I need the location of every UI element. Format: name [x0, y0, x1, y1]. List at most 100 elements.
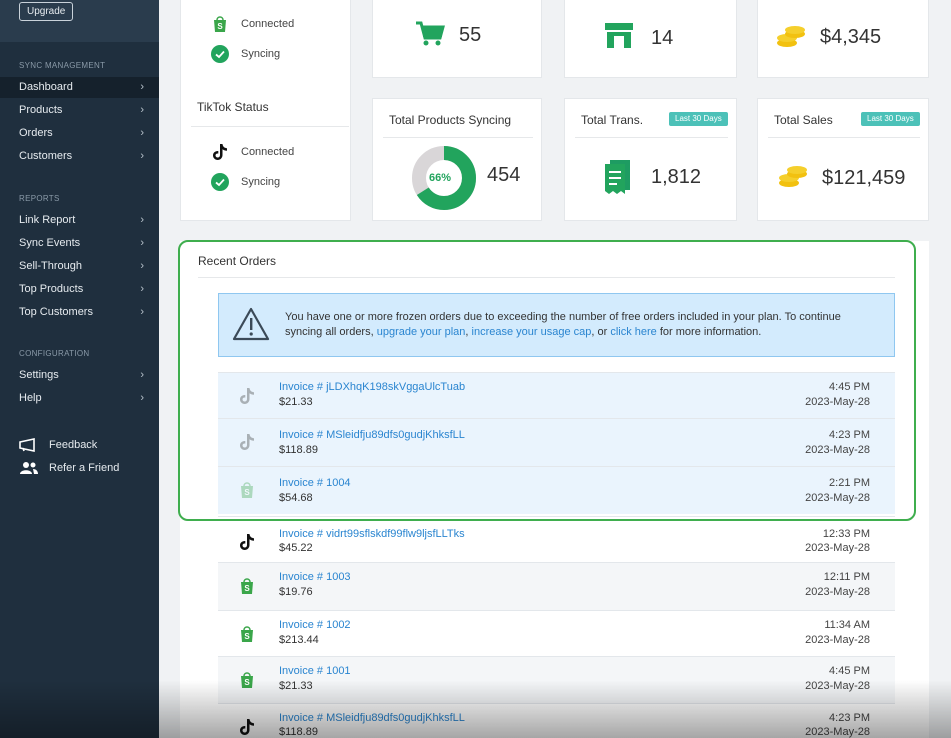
tiktok-syncing-row: Syncing — [210, 172, 280, 192]
chevron-right-icon: › — [140, 369, 144, 381]
section-label-reports: REPORTS — [19, 194, 60, 203]
recent-orders-title: Recent Orders — [198, 254, 277, 268]
increase-usage-cap-link[interactable]: increase your usage cap — [471, 326, 592, 338]
svg-text:S: S — [244, 678, 250, 687]
order-amount: $21.33 — [279, 396, 313, 408]
frozen-orders-alert: You have one or more frozen orders due t… — [218, 293, 895, 357]
order-row[interactable]: S Invoice # 1001 $21.33 4:45 PM 2023-May… — [218, 656, 895, 704]
sidebar-item-settings[interactable]: Settings › — [0, 365, 159, 386]
invoice-link[interactable]: Invoice # 1002 — [279, 619, 351, 631]
shopping-cart-icon — [415, 21, 445, 52]
stat-value-sales: $4,345 — [820, 26, 882, 48]
coins-icon — [778, 165, 808, 194]
chevron-right-icon: › — [140, 306, 144, 318]
click-here-link[interactable]: click here — [610, 326, 657, 338]
divider — [575, 137, 728, 138]
last-30-days-badge: Last 30 Days — [861, 112, 920, 126]
sidebar-item-top-customers[interactable]: Top Customers › — [0, 302, 159, 323]
sidebar-item-products[interactable]: Products › — [0, 100, 159, 121]
invoice-link[interactable]: Invoice # MSleidfju89dfs0gudjKhksfLL — [279, 712, 465, 724]
invoice-link[interactable]: Invoice # 1004 — [279, 477, 351, 489]
order-amount: $118.89 — [279, 726, 318, 738]
sidebar-item-help[interactable]: Help › — [0, 388, 159, 409]
order-row[interactable]: S Invoice # 1004 $54.68 2:21 PM 2023-May… — [218, 466, 895, 514]
order-row[interactable]: Invoice # MSleidfju89dfs0gudjKhksfLL $11… — [218, 703, 895, 738]
order-date: 2023-May-28 — [805, 680, 870, 692]
order-time: 12:33 PM — [822, 528, 870, 540]
order-row[interactable]: Invoice # jLDXhqK198skVggaUlcTuab $21.33… — [218, 372, 895, 420]
section-label-config: CONFIGURATION — [19, 349, 90, 358]
order-row[interactable]: S Invoice # 1002 $213.44 11:34 AM 2023-M… — [218, 610, 895, 658]
order-time: 11:34 AM — [824, 619, 870, 631]
alert-separator: , — [465, 326, 472, 338]
order-amount: $21.33 — [279, 680, 313, 692]
order-time: 4:45 PM — [829, 381, 870, 393]
sidebar-item-orders[interactable]: Orders › — [0, 123, 159, 144]
divider — [191, 126, 349, 127]
stat-value-stores: 14 — [651, 27, 674, 49]
syncing-percent-label: 66% — [429, 172, 452, 184]
order-date: 2023-May-28 — [805, 444, 870, 456]
order-row[interactable]: Invoice # MSleidfju89dfs0gudjKhksfLL $11… — [218, 418, 895, 466]
alert-text-2: for more information. — [656, 326, 762, 338]
order-time: 4:23 PM — [829, 712, 870, 724]
chevron-right-icon: › — [140, 214, 144, 226]
chevron-right-icon: › — [140, 81, 144, 93]
syncing-donut-chart — [412, 146, 476, 210]
shopify-icon: S — [210, 14, 230, 34]
invoice-link[interactable]: Invoice # 1003 — [279, 571, 351, 583]
invoice-link[interactable]: Invoice # jLDXhqK198skVggaUlcTuab — [279, 381, 466, 393]
sidebar-item-sync-events[interactable]: Sync Events › — [0, 233, 159, 254]
products-syncing-title: Total Products Syncing — [389, 113, 512, 127]
total-trans-title: Total Trans. — [581, 113, 644, 127]
upgrade-button[interactable]: Upgrade — [19, 2, 74, 21]
upgrade-plan-link[interactable]: upgrade your plan — [376, 326, 466, 338]
chevron-right-icon: › — [140, 127, 144, 139]
sidebar-item-dashboard[interactable]: Dashboard › — [0, 77, 159, 98]
users-icon — [19, 461, 39, 475]
svg-text:S: S — [217, 22, 223, 31]
tiktok-status-title: TikTok Status — [197, 100, 269, 114]
refer-friend-link[interactable]: Refer a Friend — [19, 459, 119, 477]
sidebar-item-sell-through[interactable]: Sell-Through › — [0, 256, 159, 277]
invoice-link[interactable]: Invoice # vidrt99sflskdf99flw9ljsfLLTks — [279, 528, 465, 540]
order-date: 2023-May-28 — [805, 634, 870, 646]
shopify-icon: S — [236, 575, 258, 597]
sidebar-item-link-report[interactable]: Link Report › — [0, 210, 159, 231]
check-circle-icon — [210, 172, 230, 192]
section-label-sync: SYNC MANAGEMENT — [19, 61, 106, 70]
syncing-count: 454 — [487, 164, 521, 186]
tiktok-icon — [210, 142, 230, 162]
chevron-right-icon: › — [140, 283, 144, 295]
order-amount: $54.68 — [279, 492, 313, 504]
tiktok-icon — [236, 716, 258, 738]
donut-progress — [412, 146, 476, 210]
invoice-link[interactable]: Invoice # MSleidfju89dfs0gudjKhksfLL — [279, 429, 465, 441]
stat-card-total-trans: Total Trans. Last 30 Days 1,812 — [564, 98, 737, 221]
sidebar-item-customers[interactable]: Customers › — [0, 146, 159, 167]
stat-value-products: 55 — [459, 24, 482, 46]
store-icon — [603, 21, 635, 54]
order-amount: $19.76 — [279, 586, 313, 598]
sidebar-item-label: Products — [19, 104, 63, 116]
stat-card-sales-recent: $4,345 — [757, 0, 929, 78]
stat-card-total-sales: Total Sales Last 30 Days $121,459 — [757, 98, 929, 221]
svg-text:S: S — [244, 488, 250, 497]
sidebar-item-label: Orders — [19, 127, 53, 139]
sidebar-header: Upgrade — [0, 0, 159, 42]
total-sales-title: Total Sales — [774, 113, 833, 127]
svg-text:S: S — [244, 632, 250, 641]
order-row[interactable]: Invoice # vidrt99sflskdf99flw9ljsfLLTks … — [218, 516, 895, 564]
order-row[interactable]: S Invoice # 1003 $19.76 12:11 PM 2023-Ma… — [218, 562, 895, 610]
order-date: 2023-May-28 — [805, 726, 870, 738]
order-date: 2023-May-28 — [805, 542, 870, 554]
chevron-right-icon: › — [140, 150, 144, 162]
invoice-link[interactable]: Invoice # 1001 — [279, 665, 351, 677]
sidebar-item-top-products[interactable]: Top Products › — [0, 279, 159, 300]
total-sales-value: $121,459 — [822, 167, 906, 189]
feedback-link[interactable]: Feedback — [19, 436, 97, 454]
shopify-connected-row: S Connected — [210, 14, 294, 34]
alert-text-1: You have one or more frozen orders due t… — [285, 311, 841, 338]
stat-card-stores: 14 — [564, 0, 737, 78]
sidebar-item-label: Sync Events — [19, 237, 81, 249]
